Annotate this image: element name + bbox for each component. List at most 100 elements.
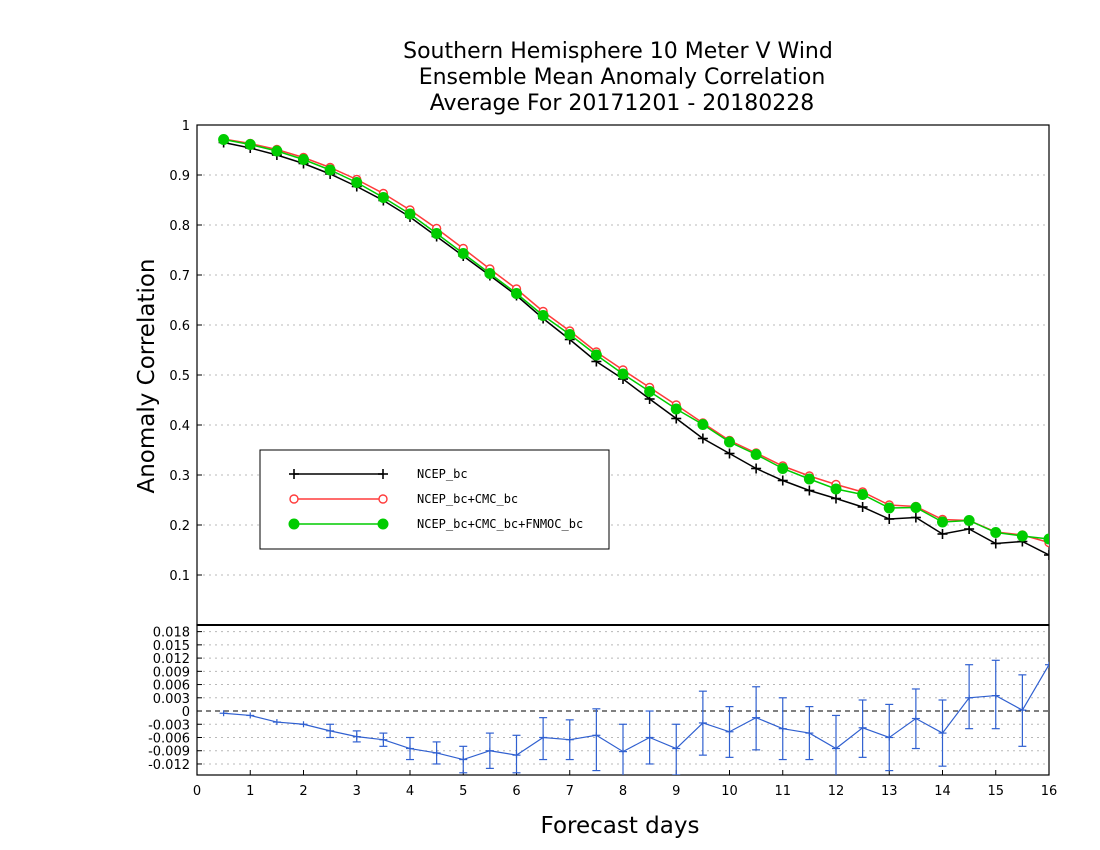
x-tick-label: 9 — [672, 784, 680, 799]
point-marker — [1043, 533, 1049, 545]
y-tick-label: 0.8 — [169, 219, 190, 234]
point-marker — [564, 329, 576, 340]
point-marker — [617, 368, 629, 380]
y-tick-label: 1 — [182, 119, 190, 134]
x-tick-label: 16 — [1041, 784, 1058, 799]
point-marker — [590, 349, 602, 361]
point-marker — [351, 177, 363, 188]
point-marker — [537, 310, 549, 321]
point-marker — [910, 512, 921, 523]
y-tick-label: -0.009 — [148, 745, 190, 760]
difference-line — [223, 664, 1049, 761]
y-tick-label: -0.003 — [148, 718, 190, 733]
y-tick-label: -0.012 — [148, 758, 190, 773]
point-marker — [750, 449, 762, 460]
y-tick-label: 0.5 — [169, 369, 190, 384]
y-tick-label: 0.009 — [153, 665, 190, 680]
y-tick-label: 0.012 — [153, 652, 190, 667]
point-marker — [288, 518, 300, 530]
point-marker — [803, 473, 815, 485]
point-marker — [1016, 530, 1028, 542]
main-gridlines — [197, 174, 1049, 576]
title-line-3: Average For 20171201 - 20180228 — [430, 91, 815, 116]
point-marker — [644, 386, 656, 397]
point-marker — [751, 463, 762, 474]
x-tick-label: 0 — [193, 784, 201, 799]
point-marker — [963, 515, 975, 526]
point-marker — [777, 463, 789, 474]
point-marker — [377, 192, 389, 203]
y-tick-label: 0.9 — [169, 169, 190, 184]
point-marker — [804, 485, 815, 496]
title-line-2: Ensemble Mean Anomaly Correlation — [419, 65, 826, 90]
point-marker — [990, 527, 1002, 538]
point-marker — [484, 268, 496, 279]
legend-label: NCEP_bc+CMC_bc+FNMOC_bc — [417, 517, 583, 531]
x-tick-label: 3 — [353, 784, 361, 799]
y-tick-label: 0.3 — [169, 469, 190, 484]
y-tick-label: 0.003 — [153, 692, 190, 707]
difference-series-group — [219, 659, 1049, 775]
point-marker — [857, 502, 868, 512]
y-tick-label: 0.7 — [169, 269, 190, 284]
series-lines — [218, 134, 1049, 560]
x-tick-label: 6 — [512, 784, 520, 799]
x-tick-label: 7 — [566, 784, 574, 799]
x-axis-ticks: 0 1 2 3 4 5 6 7 8 9 10 11 12 13 14 15 16 — [193, 770, 1057, 799]
y-axis-label: Anomaly Correlation — [134, 258, 160, 493]
x-tick-label: 1 — [246, 784, 254, 799]
x-tick-label: 14 — [934, 784, 951, 799]
x-tick-label: 2 — [299, 784, 307, 799]
y-axis-ticks-difference: -0.012-0.009-0.006-0.00300.0030.0060.009… — [148, 626, 202, 773]
y-tick-label: 0.1 — [169, 569, 190, 584]
point-marker — [671, 413, 682, 424]
point-marker — [511, 288, 522, 299]
point-marker — [937, 529, 948, 539]
point-marker — [937, 516, 948, 528]
y-tick-label: 0.015 — [153, 639, 190, 654]
point-marker — [271, 145, 283, 157]
x-tick-label: 4 — [406, 784, 414, 799]
x-tick-label: 11 — [774, 784, 791, 799]
point-marker — [457, 248, 469, 259]
point-marker — [830, 483, 842, 495]
y-tick-label: 0 — [182, 705, 190, 720]
point-marker — [298, 154, 309, 165]
title-line-1: Southern Hemisphere 10 Meter V Wind — [403, 39, 833, 64]
point-marker — [724, 436, 735, 448]
point-marker — [378, 469, 388, 479]
point-marker — [777, 475, 788, 486]
legend-label: NCEP_bc+CMC_bc — [417, 492, 518, 506]
y-tick-label: 0.018 — [153, 626, 190, 641]
point-marker — [377, 518, 389, 530]
point-marker — [670, 403, 682, 415]
x-axis-label: Forecast days — [541, 813, 700, 839]
point-marker — [244, 139, 256, 150]
x-tick-label: 8 — [619, 784, 627, 799]
point-marker — [697, 433, 708, 444]
point-marker — [697, 419, 709, 430]
y-tick-label: -0.006 — [148, 732, 190, 747]
x-tick-label: 5 — [459, 784, 467, 799]
point-marker — [218, 134, 230, 145]
point-marker — [831, 493, 841, 504]
point-marker — [724, 448, 735, 459]
x-tick-label: 12 — [828, 784, 845, 799]
y-tick-label: 0.4 — [169, 419, 190, 434]
x-tick-label: 10 — [721, 784, 738, 799]
x-tick-label: 15 — [987, 784, 1004, 799]
legend: NCEP_bc NCEP_bc+CMC_bc NCEP_bc+CMC_bc+FNMO… — [259, 449, 610, 550]
difference-series — [219, 659, 1049, 775]
chart-title: Southern Hemisphere 10 Meter V Wind Ense… — [403, 39, 833, 116]
point-marker — [289, 494, 299, 504]
point-marker — [378, 494, 388, 504]
y-axis-ticks-main: 0.1 0.2 0.3 0.4 0.5 0.6 0.7 0.8 0.9 1 — [169, 119, 202, 584]
point-marker — [324, 164, 336, 176]
point-marker — [404, 208, 416, 220]
y-tick-label: 0.6 — [169, 319, 190, 334]
point-marker — [1044, 550, 1049, 560]
point-marker — [883, 502, 895, 514]
series-NCEP_bc+CMC_bc+FNMOC_bc — [218, 134, 1049, 545]
point-marker — [431, 228, 443, 239]
